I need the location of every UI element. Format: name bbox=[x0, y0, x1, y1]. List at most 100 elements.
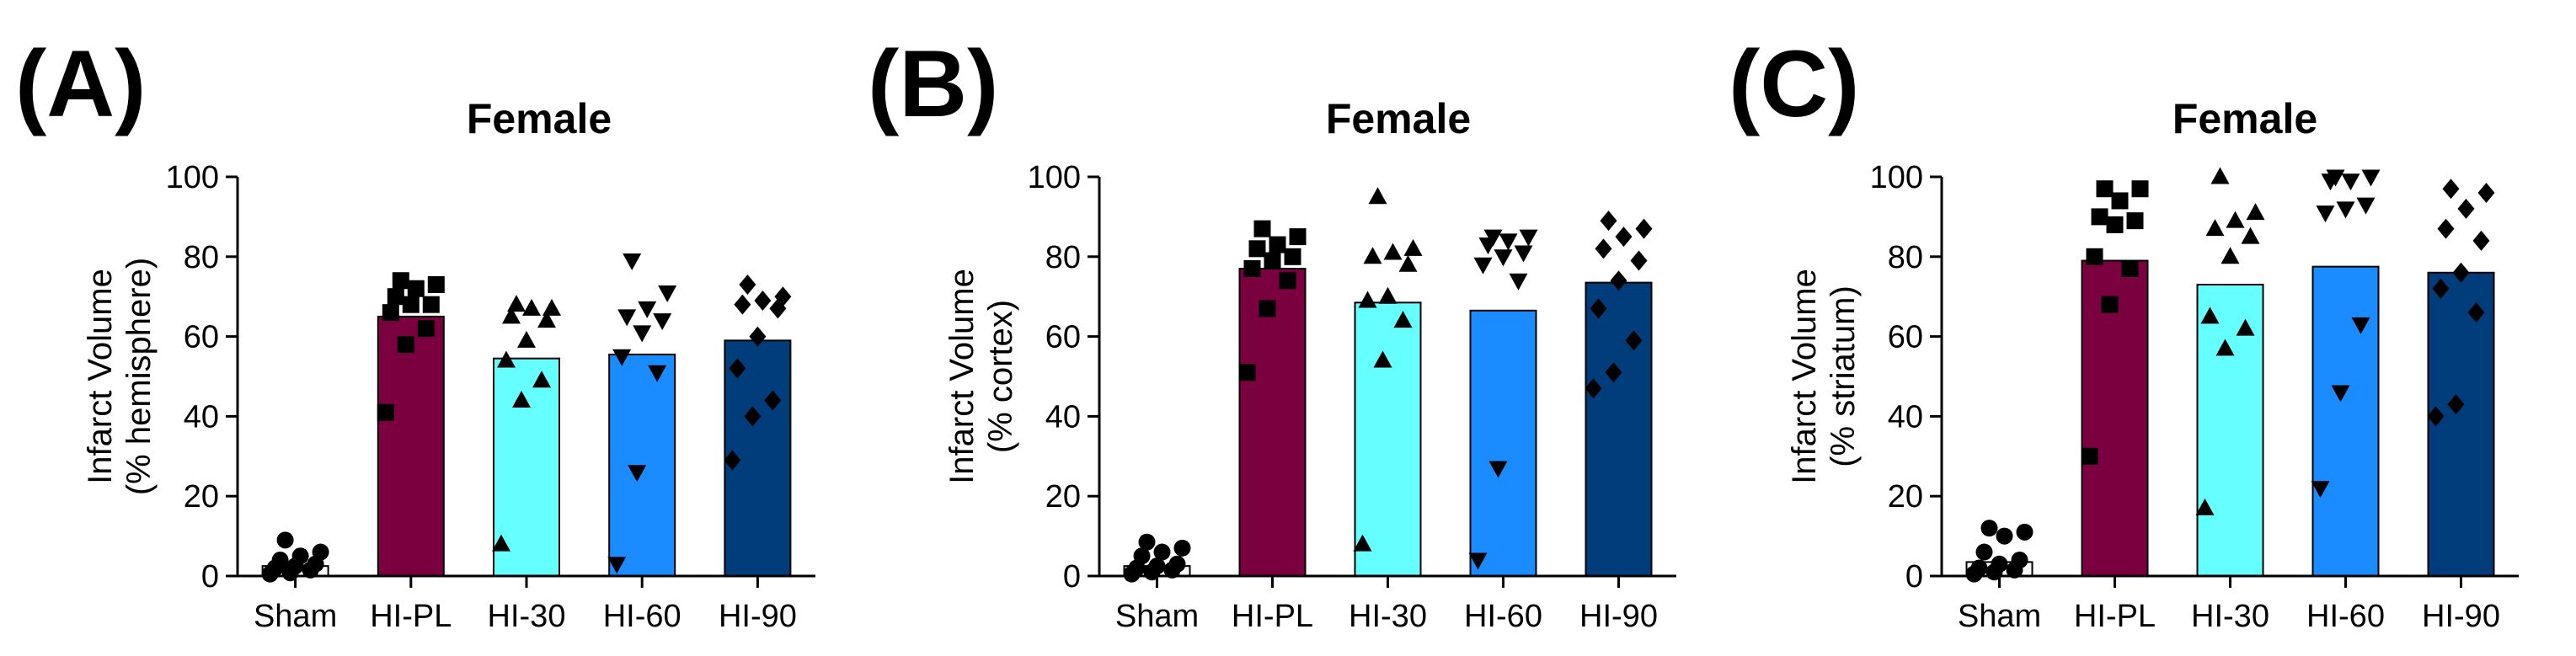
data-point-hi-60 bbox=[628, 465, 647, 483]
data-point-hi-pl bbox=[2096, 180, 2114, 198]
y-tick-label: 0 bbox=[201, 559, 219, 595]
x-tick-label: HI-PL bbox=[2074, 599, 2156, 634]
panel-label: (B) bbox=[868, 31, 998, 136]
x-tick-label: Sham bbox=[254, 599, 337, 634]
chart-title: Female bbox=[1326, 95, 1471, 142]
bar-hi-60 bbox=[2311, 265, 2380, 577]
data-point-hi-60 bbox=[2331, 385, 2350, 403]
panel-label: (A) bbox=[15, 31, 146, 136]
data-point-hi-pl bbox=[2106, 216, 2124, 233]
data-point-hi-30 bbox=[2226, 211, 2245, 228]
bar-hi-pl bbox=[377, 315, 445, 577]
y-tick-label: 20 bbox=[1888, 479, 1923, 515]
x-tick-label: HI-PL bbox=[1232, 599, 1313, 634]
data-point-hi-90 bbox=[724, 450, 741, 471]
data-point-hi-pl bbox=[2126, 212, 2144, 230]
y-axis-label: Infarct Volume bbox=[1786, 269, 1823, 484]
y-tick-label: 100 bbox=[166, 160, 219, 195]
data-point-hi-pl bbox=[2111, 192, 2129, 210]
data-point-hi-60 bbox=[1519, 229, 1538, 247]
data-point-hi-90 bbox=[2472, 230, 2490, 251]
data-point-sham bbox=[291, 547, 309, 565]
data-point-hi-90 bbox=[1635, 218, 1653, 239]
bar-hi-30 bbox=[1354, 301, 1422, 577]
y-tick-label: 80 bbox=[1045, 240, 1081, 275]
data-point-hi-60 bbox=[2356, 197, 2376, 215]
chart-panel-3: (C) Female Infarct Volume (% striatum) 0 20 40… bbox=[1729, 31, 2519, 634]
data-point-sham bbox=[2016, 523, 2034, 541]
data-point-hi-30 bbox=[507, 295, 526, 312]
data-point-sham bbox=[1996, 527, 2013, 545]
data-point-sham bbox=[271, 552, 289, 569]
data-point-hi-90 bbox=[744, 406, 762, 427]
y-axis-label-unit: (% cortex) bbox=[982, 300, 1019, 453]
x-tick-label: HI-PL bbox=[370, 599, 452, 634]
x-tick-label: Sham bbox=[1958, 599, 2041, 634]
data-point-hi-30 bbox=[2200, 307, 2220, 324]
bar-hi-60 bbox=[1469, 309, 1537, 577]
data-point-hi-90 bbox=[1605, 362, 1622, 383]
data-point-hi-90 bbox=[2467, 302, 2485, 323]
data-point-hi-90 bbox=[739, 274, 756, 295]
data-point-hi-60 bbox=[1509, 273, 1528, 291]
x-tick-label: HI-60 bbox=[2306, 599, 2385, 634]
data-point-hi-30 bbox=[2205, 219, 2225, 237]
data-point-hi-60 bbox=[633, 325, 652, 343]
data-point-hi-pl bbox=[407, 280, 425, 297]
data-point-hi-60 bbox=[612, 349, 632, 366]
data-point-hi-90 bbox=[2452, 262, 2470, 283]
data-point-hi-60 bbox=[1514, 245, 1533, 263]
data-point-hi-30 bbox=[2236, 318, 2255, 336]
data-point-hi-60 bbox=[2341, 173, 2360, 191]
y-tick-label: 20 bbox=[184, 479, 219, 515]
data-point-hi-pl bbox=[1253, 220, 1271, 237]
data-point-hi-30 bbox=[2246, 203, 2265, 221]
data-point-hi-30 bbox=[1368, 187, 1387, 205]
y-axis-label-unit: (% striatum) bbox=[1825, 285, 1862, 467]
data-point-hi-90 bbox=[2457, 198, 2475, 219]
data-point-hi-30 bbox=[497, 350, 516, 368]
data-point-hi-pl bbox=[2086, 248, 2103, 265]
y-tick-label: 100 bbox=[1870, 160, 1923, 195]
y-tick-label: 20 bbox=[1045, 479, 1081, 515]
panel-label: (C) bbox=[1729, 31, 1859, 136]
x-tick-label: HI-90 bbox=[1579, 599, 1658, 634]
data-point-hi-pl bbox=[2131, 180, 2149, 198]
data-point-hi-pl bbox=[377, 403, 394, 421]
data-point-hi-30 bbox=[2195, 498, 2215, 515]
data-point-hi-pl bbox=[2101, 296, 2119, 313]
data-point-hi-60 bbox=[648, 365, 667, 382]
data-point-hi-pl bbox=[427, 275, 445, 293]
y-tick-label: 100 bbox=[1028, 160, 1081, 195]
data-point-sham bbox=[1133, 547, 1151, 565]
data-point-hi-90 bbox=[1595, 238, 1612, 259]
data-point-hi-30 bbox=[522, 298, 541, 316]
y-tick-label: 80 bbox=[1888, 240, 1923, 275]
bar-hi-pl bbox=[1238, 268, 1307, 577]
data-point-hi-pl bbox=[1238, 364, 1256, 381]
bar-hi-90 bbox=[724, 339, 792, 577]
data-point-hi-30 bbox=[542, 298, 561, 316]
x-tick-label: HI-90 bbox=[719, 599, 797, 634]
data-point-hi-30 bbox=[492, 534, 510, 552]
data-point-hi-30 bbox=[1403, 238, 1423, 256]
data-point-hi-30 bbox=[1393, 311, 1413, 328]
data-point-hi-pl bbox=[1243, 260, 1261, 278]
y-tick-label: 80 bbox=[184, 240, 219, 275]
data-point-hi-60 bbox=[1494, 249, 1513, 267]
data-point-sham bbox=[1980, 520, 1998, 537]
data-point-hi-pl bbox=[382, 304, 399, 322]
data-point-sham bbox=[1148, 557, 1166, 575]
bar-hi-90 bbox=[2427, 271, 2495, 577]
data-point-hi-90 bbox=[1590, 298, 1607, 319]
data-point-hi-pl bbox=[1279, 272, 1296, 290]
data-point-sham bbox=[1153, 543, 1171, 561]
data-point-hi-30 bbox=[512, 390, 531, 408]
data-point-hi-30 bbox=[2215, 339, 2235, 356]
y-tick-label: 40 bbox=[1888, 399, 1923, 435]
data-point-hi-pl bbox=[1248, 240, 1266, 258]
y-tick-label: 40 bbox=[1045, 399, 1081, 435]
data-point-hi-90 bbox=[2427, 406, 2445, 427]
x-tick-label: HI-30 bbox=[2191, 599, 2269, 634]
